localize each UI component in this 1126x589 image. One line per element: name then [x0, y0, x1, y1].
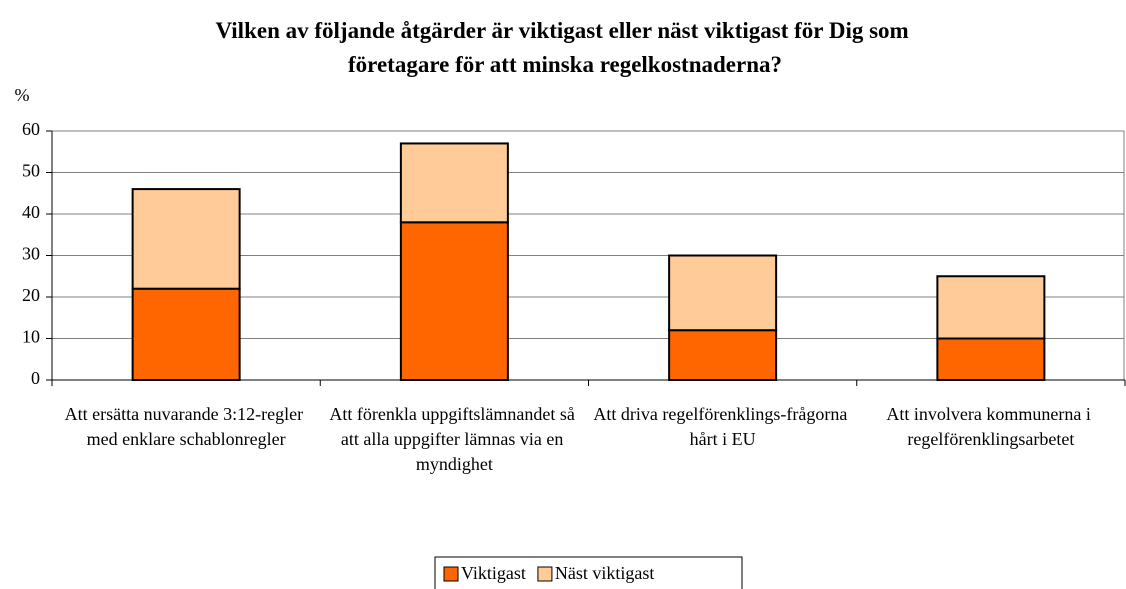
- bar-segment: [668, 254, 778, 332]
- y-tick-label: 0: [31, 368, 40, 388]
- x-tick-label: Att ersätta nuvarande 3:12-regler med en…: [65, 404, 308, 449]
- y-tick-label: 50: [22, 161, 40, 181]
- y-axis-label: %: [15, 85, 30, 105]
- y-tick-label: 40: [22, 202, 40, 222]
- bar-segment: [131, 287, 241, 382]
- y-tick-label: 60: [22, 119, 40, 139]
- chart-title: Vilken av följande åtgärder är viktigast…: [216, 18, 915, 77]
- legend-swatch: [537, 566, 553, 582]
- bar-segment: [668, 329, 778, 382]
- bar-segment: [936, 337, 1046, 381]
- x-tick-label: Att driva regelförenklings-frågorna hårt…: [593, 404, 851, 449]
- bar-segment: [399, 221, 509, 381]
- x-tick-label: Att involvera kommunerna i regelförenkli…: [886, 404, 1095, 449]
- legend-label: Viktigast: [461, 563, 526, 583]
- legend: Viktigast Näst viktigast: [434, 556, 743, 589]
- legend-label: Näst viktigast: [555, 563, 655, 583]
- bar-segment: [936, 275, 1046, 340]
- legend-box: [434, 556, 743, 589]
- bar-segment: [131, 188, 241, 290]
- bar-segment: [399, 142, 509, 224]
- x-tick-label: Att förenkla uppgiftslämnandet så att al…: [329, 404, 579, 474]
- y-tick-label: 20: [22, 285, 40, 305]
- y-tick-label: 10: [22, 327, 40, 347]
- y-tick-label: 30: [22, 244, 40, 264]
- legend-swatch: [443, 566, 459, 582]
